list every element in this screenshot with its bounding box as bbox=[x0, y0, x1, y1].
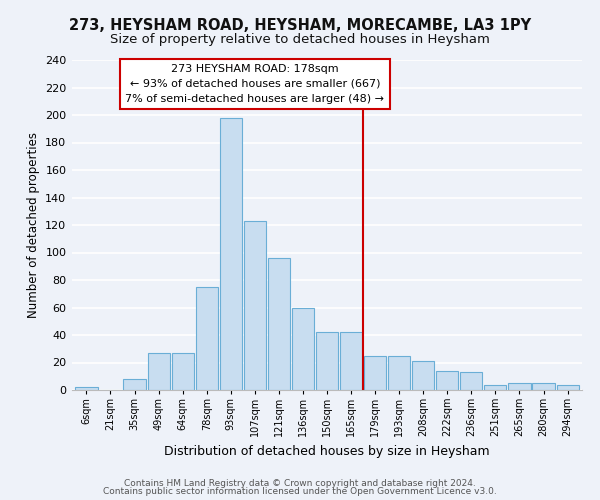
Bar bbox=[76, 387, 98, 390]
Bar bbox=[220, 118, 242, 390]
Bar bbox=[557, 384, 578, 390]
Bar bbox=[148, 353, 170, 390]
X-axis label: Distribution of detached houses by size in Heysham: Distribution of detached houses by size … bbox=[164, 445, 490, 458]
Text: 273 HEYSHAM ROAD: 178sqm
← 93% of detached houses are smaller (667)
7% of semi-d: 273 HEYSHAM ROAD: 178sqm ← 93% of detach… bbox=[125, 64, 385, 104]
Bar bbox=[316, 332, 338, 390]
Text: Size of property relative to detached houses in Heysham: Size of property relative to detached ho… bbox=[110, 32, 490, 46]
Bar bbox=[532, 383, 554, 390]
Bar bbox=[364, 356, 386, 390]
Bar bbox=[124, 379, 146, 390]
Bar bbox=[388, 356, 410, 390]
Text: Contains public sector information licensed under the Open Government Licence v3: Contains public sector information licen… bbox=[103, 487, 497, 496]
Bar bbox=[244, 221, 266, 390]
Bar bbox=[436, 371, 458, 390]
Bar bbox=[196, 287, 218, 390]
Bar bbox=[484, 384, 506, 390]
Text: Contains HM Land Registry data © Crown copyright and database right 2024.: Contains HM Land Registry data © Crown c… bbox=[124, 478, 476, 488]
Bar bbox=[172, 353, 194, 390]
Bar bbox=[292, 308, 314, 390]
Text: 273, HEYSHAM ROAD, HEYSHAM, MORECAMBE, LA3 1PY: 273, HEYSHAM ROAD, HEYSHAM, MORECAMBE, L… bbox=[69, 18, 531, 32]
Y-axis label: Number of detached properties: Number of detached properties bbox=[26, 132, 40, 318]
Bar bbox=[412, 361, 434, 390]
Bar bbox=[340, 332, 362, 390]
Bar bbox=[268, 258, 290, 390]
Bar bbox=[460, 372, 482, 390]
Bar bbox=[508, 383, 530, 390]
